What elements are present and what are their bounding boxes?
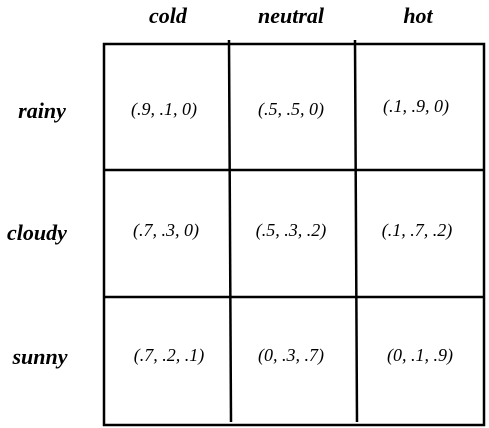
cell-cloudy-cold: (.7, .3, 0) [133,220,199,241]
row-header-sunny: sunny [11,344,67,369]
cell-rainy-hot: (.1, .9, 0) [383,96,449,117]
cell-rainy-neutral: (.5, .5, 0) [258,99,324,120]
grid-vertical-divider-1 [227,39,233,423]
column-header-neutral: neutral [258,3,325,28]
cell-sunny-hot: (0, .1, .9) [387,345,453,366]
cell-rainy-cold: (.9, .1, 0) [131,99,197,120]
cell-cloudy-hot: (.1, .7, .2) [382,220,453,241]
cell-sunny-cold: (.7, .2, .1) [134,345,205,366]
column-header-cold: cold [149,3,188,28]
row-header-cloudy: cloudy [7,220,67,245]
grid-vertical-divider-2 [353,39,359,423]
grid-outer-border [102,42,486,427]
cell-sunny-neutral: (0, .3, .7) [258,345,324,366]
column-header-hot: hot [403,3,433,28]
row-header-rainy: rainy [18,98,66,123]
cell-cloudy-neutral: (.5, .3, .2) [256,220,327,241]
